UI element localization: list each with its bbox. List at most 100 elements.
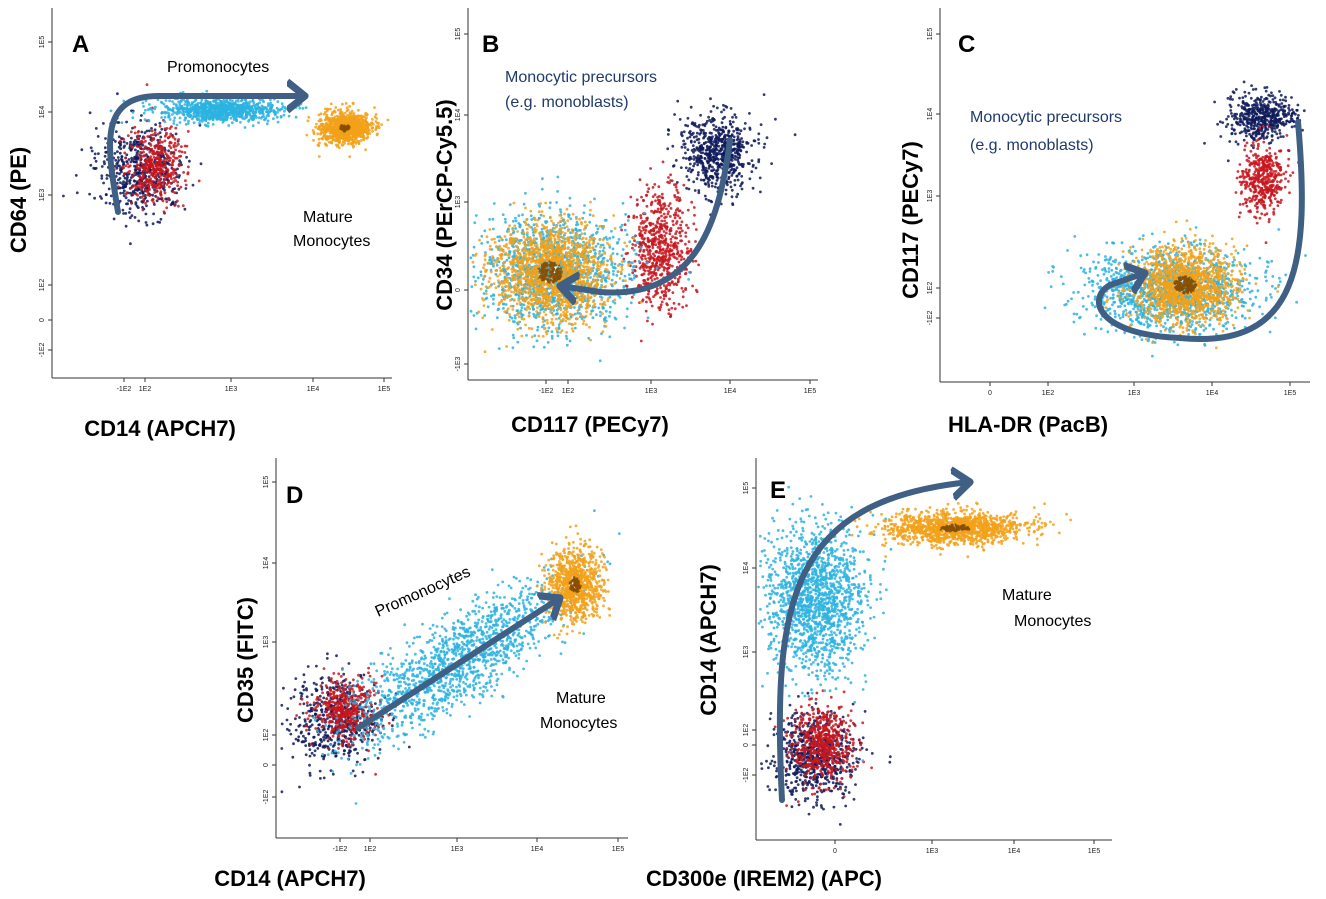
data-point <box>541 177 544 181</box>
data-point <box>135 166 139 170</box>
data-point <box>645 204 649 208</box>
data-point <box>653 183 657 186</box>
data-point <box>347 142 350 146</box>
data-point <box>660 234 664 237</box>
data-point <box>122 212 125 215</box>
data-point <box>165 157 169 161</box>
data-point <box>658 210 662 214</box>
data-point <box>701 168 704 172</box>
data-point <box>154 190 158 193</box>
data-point <box>693 213 696 217</box>
data-point <box>514 219 518 223</box>
data-point <box>708 118 711 122</box>
data-point <box>170 163 174 167</box>
data-point <box>631 271 635 275</box>
data-point <box>257 121 260 124</box>
data-point <box>682 139 685 143</box>
data-point <box>114 140 117 143</box>
data-point <box>158 138 162 142</box>
data-point <box>679 223 682 227</box>
data-point <box>718 139 722 142</box>
data-point <box>183 144 187 148</box>
data-point <box>122 166 125 170</box>
data-point <box>734 116 738 119</box>
data-point <box>147 178 151 182</box>
data-point <box>684 288 687 291</box>
data-point <box>355 120 359 124</box>
data-point <box>705 170 709 173</box>
data-point <box>710 131 713 135</box>
data-point <box>211 114 215 118</box>
data-point <box>143 131 147 135</box>
data-point <box>124 156 128 160</box>
data-point <box>673 236 677 240</box>
data-point <box>150 129 154 133</box>
data-point <box>615 252 619 256</box>
data-point <box>122 174 126 178</box>
data-point <box>559 210 563 214</box>
data-point <box>697 171 700 174</box>
data-point <box>177 162 181 166</box>
data-point <box>694 240 697 243</box>
data-point <box>697 141 701 145</box>
data-point <box>150 198 154 202</box>
data-point <box>231 99 234 103</box>
data-point <box>319 119 322 122</box>
data-point <box>109 109 113 113</box>
data-point <box>735 155 738 159</box>
data-point <box>662 230 666 233</box>
data-point <box>96 135 100 138</box>
population-red <box>112 83 201 214</box>
data-point <box>244 101 248 105</box>
data-point <box>495 263 499 267</box>
data-point <box>332 129 336 133</box>
data-point <box>374 120 378 123</box>
data-point <box>158 171 162 175</box>
data-point <box>659 305 662 309</box>
data-point <box>743 122 747 125</box>
data-point <box>298 106 302 110</box>
data-point <box>160 184 164 188</box>
data-point <box>735 174 739 178</box>
data-point <box>650 209 653 213</box>
data-point <box>163 191 167 195</box>
data-point <box>135 140 139 144</box>
data-point <box>667 176 670 179</box>
data-point <box>668 253 672 256</box>
data-point <box>129 130 133 134</box>
data-point <box>124 196 128 200</box>
data-point <box>355 132 358 136</box>
data-point <box>573 306 576 309</box>
data-point <box>492 264 495 268</box>
data-point <box>122 137 126 141</box>
data-point <box>155 184 159 187</box>
data-point <box>369 123 373 127</box>
data-point <box>715 148 719 152</box>
data-point <box>662 297 666 301</box>
data-point <box>167 196 171 200</box>
data-point <box>352 112 356 115</box>
data-point <box>89 146 93 150</box>
data-point <box>649 265 652 269</box>
data-point <box>472 314 476 317</box>
data-point <box>713 185 717 189</box>
data-point <box>748 127 752 131</box>
data-point <box>330 141 334 145</box>
data-point <box>356 125 359 128</box>
data-point <box>328 125 331 129</box>
data-point <box>157 164 161 167</box>
data-point <box>115 181 119 185</box>
data-point <box>144 188 148 192</box>
data-point <box>366 133 369 136</box>
data-point <box>548 206 552 210</box>
data-point <box>276 100 280 104</box>
data-point <box>563 294 567 298</box>
data-point <box>182 171 186 174</box>
data-point <box>129 140 132 144</box>
data-point <box>135 160 138 164</box>
data-point <box>663 234 667 238</box>
data-point <box>495 316 499 320</box>
data-point <box>707 199 711 202</box>
data-point <box>722 108 726 112</box>
data-point <box>167 149 171 153</box>
